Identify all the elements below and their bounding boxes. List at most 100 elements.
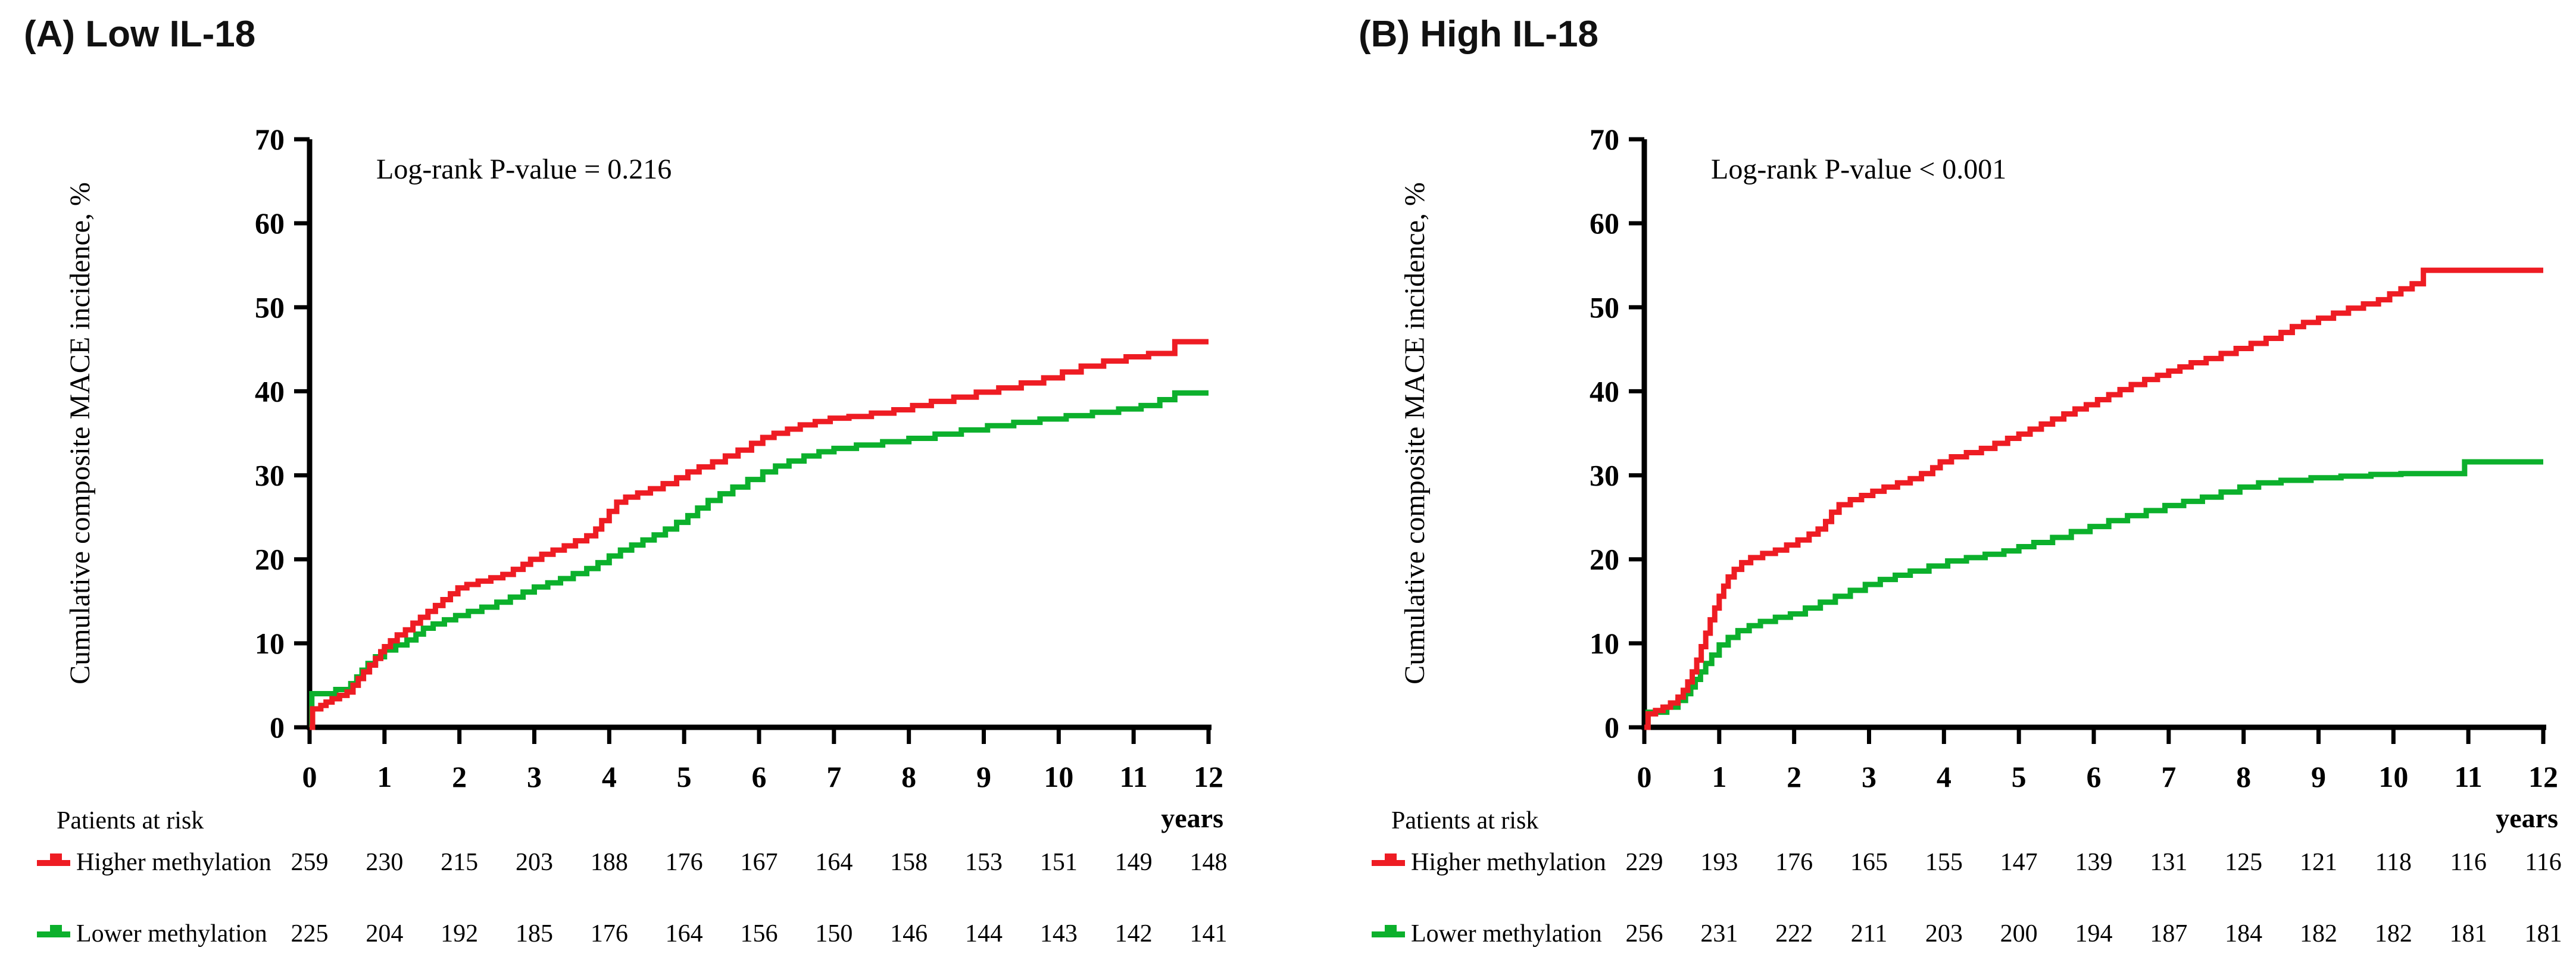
km-curve-lower-methylation (309, 390, 1209, 730)
x-tick-label: 0 (302, 760, 317, 793)
risk-count: 194 (2075, 920, 2113, 948)
risk-count: 144 (965, 920, 1003, 948)
risk-count: 150 (815, 920, 853, 948)
x-tick-label: 1 (1712, 760, 1726, 793)
risk-count: 222 (1775, 920, 1813, 948)
risk-count: 211 (1851, 920, 1887, 948)
panel-title: (B) High IL-18 (1359, 14, 1598, 55)
legend-step-marker-higher-methylation (37, 853, 70, 866)
risk-count: 131 (2150, 849, 2187, 876)
risk-count: 155 (1925, 849, 1963, 876)
y-tick-label: 70 (255, 123, 285, 156)
x-tick-label: 6 (752, 760, 767, 793)
x-tick-label: 4 (602, 760, 617, 793)
risk-count: 147 (2000, 849, 2038, 876)
risk-count: 229 (1626, 849, 1663, 876)
y-tick-label: 40 (1590, 374, 1619, 408)
y-axis-title: Cumulative composite MACE incidence, % (64, 182, 96, 684)
risk-count: 193 (1700, 849, 1738, 876)
y-tick-label: 30 (1590, 459, 1619, 492)
risk-count: 165 (1850, 849, 1888, 876)
risk-count: 181 (2450, 920, 2487, 948)
risk-count: 125 (2225, 849, 2262, 876)
risk-count: 192 (441, 920, 478, 948)
y-axis-title: Cumulative composite MACE incidence, % (1399, 182, 1431, 684)
risk-count: 203 (1925, 920, 1963, 948)
risk-count: 187 (2150, 920, 2187, 948)
x-tick-label: 3 (527, 760, 542, 793)
x-tick-label: 2 (1787, 760, 1801, 793)
panel-low-il18: (A) Low IL-18 0 10 20 30 40 50 60 70 0 1 2 3 4 5 6 7 8 9 1… (0, 0, 1241, 963)
y-tick-label: 70 (1590, 123, 1619, 156)
risk-count: 185 (516, 920, 553, 948)
risk-count: 164 (666, 920, 703, 948)
x-tick-label: 7 (826, 760, 841, 793)
y-tick-label: 60 (1590, 207, 1619, 240)
y-tick-label: 60 (255, 207, 285, 240)
km-curve-higher-methylation (310, 339, 1209, 730)
risk-count: 151 (1040, 849, 1078, 876)
series-label: Lower methylation (1411, 920, 1602, 948)
axes-lines (1641, 139, 2546, 730)
x-axis-unit-label: years (1161, 803, 1223, 833)
x-tick-label: 11 (2455, 760, 2483, 793)
legend-step-marker-lower-methylation (37, 925, 70, 937)
x-tick-label: 9 (2311, 760, 2326, 793)
patients-at-risk-heading: Patients at risk (57, 807, 204, 834)
risk-count: 156 (741, 920, 778, 948)
risk-count: 203 (516, 849, 553, 876)
risk-count: 153 (965, 849, 1003, 876)
km-curve-higher-methylation (1644, 267, 2543, 730)
panel-high-il18: (B) High IL-18 0 10 20 30 40 50 60 70 0 1 2 3 4 5 6 7 8 9… (1335, 0, 2576, 963)
x-tick-label: 10 (1044, 760, 1073, 793)
risk-count: 259 (291, 849, 329, 876)
risk-count: 184 (2225, 920, 2262, 948)
y-tick-label: 0 (270, 711, 285, 744)
risk-count: 139 (2075, 849, 2113, 876)
series-label: Higher methylation (1411, 849, 1606, 876)
logrank-pvalue-annotation: Log-rank P-value = 0.216 (376, 154, 672, 185)
y-tick-label: 30 (255, 459, 285, 492)
risk-count: 182 (2300, 920, 2337, 948)
y-tick-label: 10 (1590, 627, 1619, 660)
y-tick-label: 10 (255, 627, 285, 660)
x-tick-label: 9 (976, 760, 991, 793)
y-tick-label: 50 (255, 290, 285, 324)
risk-count: 116 (2525, 849, 2561, 876)
x-tick-label: 5 (677, 760, 692, 793)
x-tick-label: 12 (2528, 760, 2558, 793)
y-tick-label: 20 (255, 543, 285, 576)
risk-count: 188 (591, 849, 628, 876)
risk-count: 158 (890, 849, 928, 876)
y-tick-label: 20 (1590, 543, 1619, 576)
risk-count: 231 (1700, 920, 1738, 948)
risk-count: 176 (666, 849, 703, 876)
x-tick-label: 8 (901, 760, 916, 793)
risk-count: 121 (2300, 849, 2337, 876)
risk-count: 256 (1626, 920, 1663, 948)
x-tick-label: 2 (452, 760, 467, 793)
risk-count: 149 (1115, 849, 1153, 876)
y-tick-label: 40 (255, 374, 285, 408)
risk-count: 182 (2375, 920, 2412, 948)
risk-count: 167 (741, 849, 778, 876)
y-tick-label: 50 (1590, 290, 1619, 324)
series-label: Lower methylation (76, 920, 267, 948)
x-tick-label: 10 (2378, 760, 2408, 793)
risk-count: 176 (1775, 849, 1813, 876)
x-tick-label: 7 (2161, 760, 2176, 793)
risk-count: 176 (591, 920, 628, 948)
x-tick-label: 1 (377, 760, 392, 793)
x-tick-label: 0 (1637, 760, 1652, 793)
risk-count: 164 (815, 849, 853, 876)
risk-count: 200 (2000, 920, 2038, 948)
x-tick-label: 3 (1862, 760, 1876, 793)
risk-count: 215 (441, 849, 478, 876)
risk-count: 146 (890, 920, 928, 948)
x-tick-label: 8 (2236, 760, 2251, 793)
legend-step-marker-higher-methylation (1372, 853, 1405, 866)
risk-count: 118 (2375, 849, 2412, 876)
axes-lines (307, 139, 1211, 730)
